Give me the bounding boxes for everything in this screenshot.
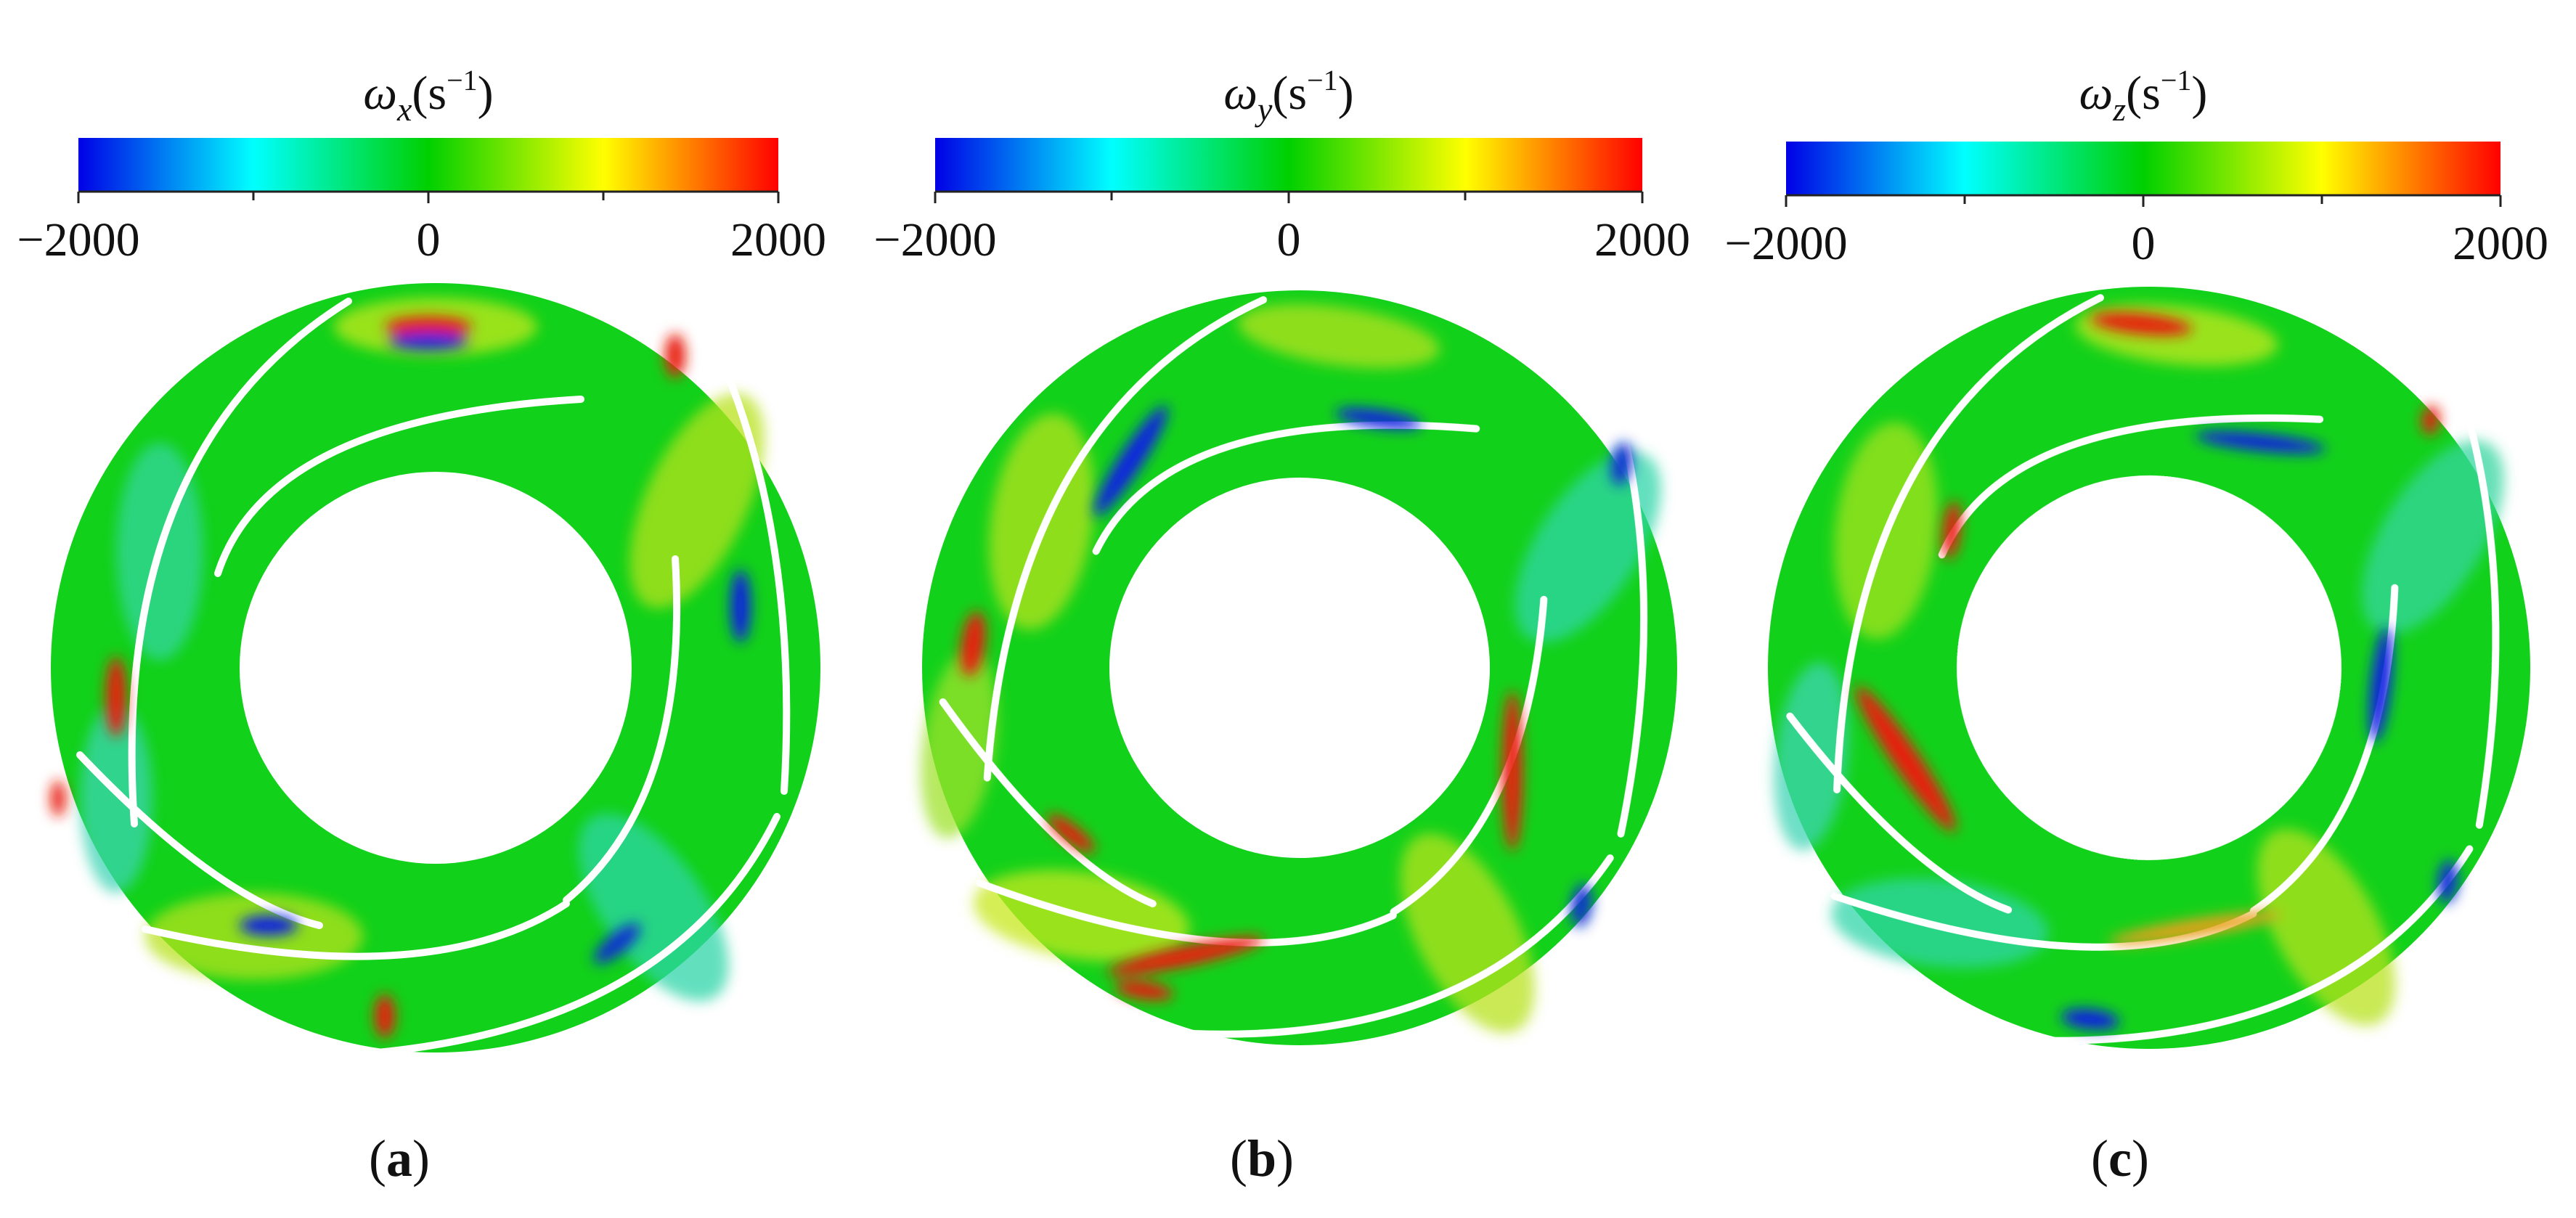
colorbar-gradient-b	[935, 138, 1642, 192]
tick-min-c: −2000	[1724, 217, 1847, 270]
tick-zero-b: 0	[1277, 213, 1301, 266]
colorbar-c: ωz(s−1) −2000 0 2000	[1724, 64, 2548, 270]
panel-c: ωz(s−1) −2000 0 2000	[1724, 64, 2548, 1188]
impeller-contour-c	[1768, 287, 2530, 1049]
tick-min-a: −2000	[17, 213, 139, 266]
impeller-contour-a	[51, 283, 820, 1056]
colorbar-a: ωx(s−1) −2000 0 2000	[17, 64, 826, 266]
colorbar-title-b: ωy(s−1)	[1223, 64, 1353, 128]
tick-min-b: −2000	[873, 213, 996, 266]
hub-a	[240, 472, 632, 864]
tick-zero-a: 0	[417, 213, 441, 266]
colorbar-title-a: ωx(s−1)	[363, 64, 493, 128]
colorbar-gradient-a	[78, 138, 778, 192]
hub-c	[1957, 475, 2341, 860]
colorbar-gradient-c	[1786, 142, 2500, 195]
colorbar-b: ωy(s−1) −2000 0 2000	[873, 64, 1690, 266]
impeller-contour-b	[921, 290, 1677, 1045]
tick-max-c: 2000	[2453, 217, 2548, 270]
panel-label-a: (a)	[369, 1129, 430, 1188]
hub-b	[1109, 478, 1490, 858]
panel-label-c: (c)	[2091, 1129, 2149, 1188]
tick-max-b: 2000	[1594, 213, 1690, 266]
panel-a: ωx(s−1) −2000 0 2000	[17, 64, 826, 1188]
tick-max-a: 2000	[730, 213, 826, 266]
panel-b: ωy(s−1) −2000 0 2000	[873, 64, 1690, 1188]
tick-zero-c: 0	[2132, 217, 2156, 270]
panel-label-b: (b)	[1230, 1129, 1294, 1188]
colorbar-title-c: ωz(s−1)	[2079, 64, 2208, 128]
